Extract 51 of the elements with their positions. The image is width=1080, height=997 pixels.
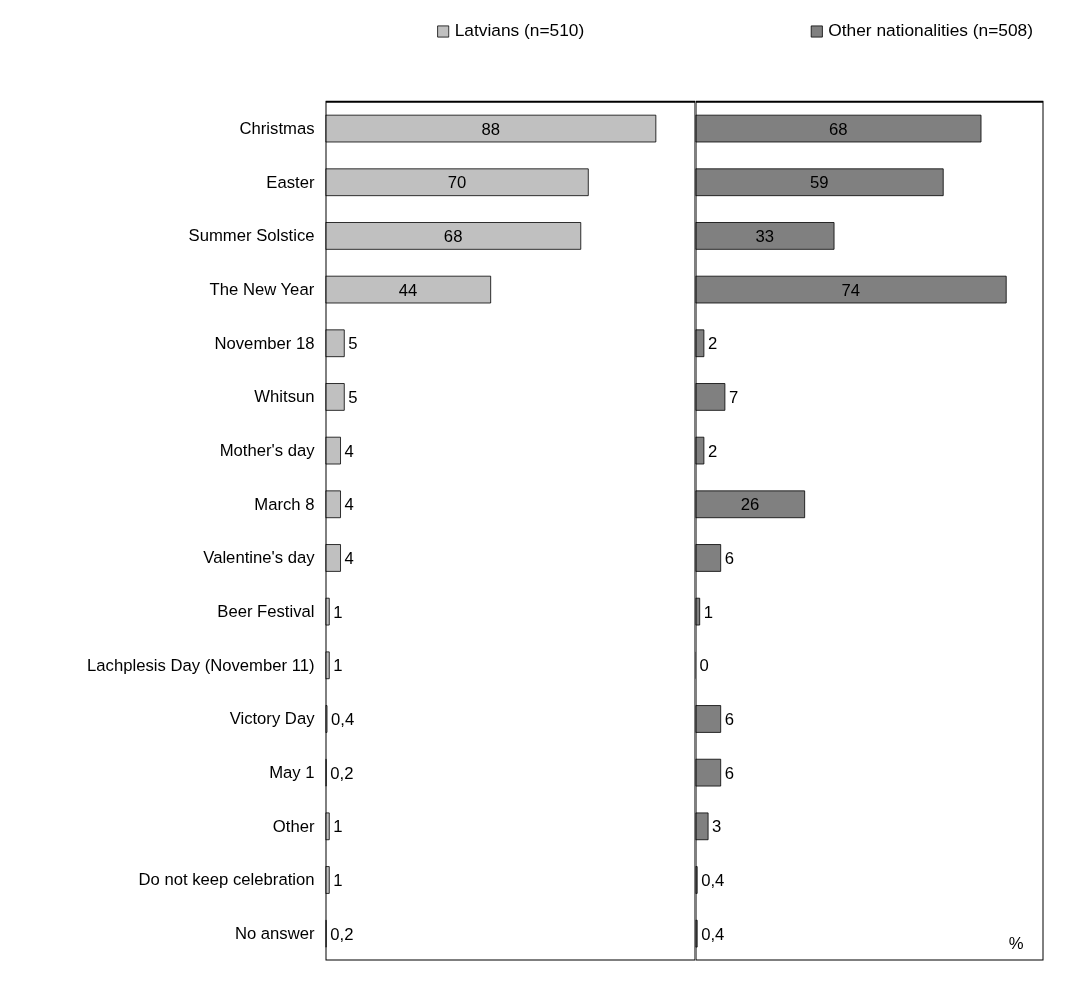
data-label: 4: [344, 495, 354, 515]
data-label: 59: [810, 173, 829, 193]
y-tick-label: March 8: [254, 494, 315, 514]
y-tick-label: Christmas: [239, 119, 315, 139]
y-tick-label: Victory Day: [229, 709, 316, 729]
data-label: 6: [724, 709, 734, 729]
data-label: 1: [703, 602, 713, 622]
y-tick-label: Beer Festival: [217, 602, 315, 622]
data-label: 0,4: [701, 924, 725, 944]
y-tick-label: Valentine's day: [203, 548, 316, 568]
data-label: 1: [333, 870, 343, 890]
data-label: 0,4: [331, 709, 355, 729]
data-label: 44: [398, 280, 418, 300]
y-tick-label: Summer Solstice: [188, 226, 315, 246]
y-tick-label: No answer: [234, 924, 315, 944]
data-label: 88: [481, 119, 500, 139]
legend-label: Other nationalities (n=508): [828, 20, 1033, 41]
data-label: 0,2: [330, 763, 354, 783]
data-label: 1: [333, 656, 343, 676]
y-tick-label: The New Year: [209, 280, 315, 300]
y-tick-label: Mother's day: [219, 441, 316, 461]
data-label: 0,2: [330, 924, 354, 944]
data-label: 5: [348, 387, 358, 407]
data-label: 1: [333, 817, 343, 837]
y-tick-label: Other: [272, 816, 315, 836]
y-tick-label: Lachplesis Day (November 11): [87, 655, 315, 675]
data-label: 33: [755, 226, 775, 246]
data-label: 3: [712, 817, 722, 837]
y-tick-label: Do not keep celebration: [138, 870, 315, 890]
y-tick-label: November 18: [214, 333, 315, 353]
data-label: 26: [740, 495, 760, 515]
data-label: 6: [724, 548, 734, 568]
data-label: 70: [447, 173, 467, 193]
data-label: 1: [333, 602, 343, 622]
legend-label: Latvians (n=510): [454, 20, 585, 41]
y-tick-label: Easter: [266, 172, 315, 192]
data-label: 6: [724, 763, 734, 783]
data-label: 7: [728, 387, 739, 407]
data-label: 2: [707, 334, 718, 354]
data-label: 0: [699, 656, 709, 676]
data-label: 4: [344, 548, 354, 568]
y-tick-label: Whitsun: [254, 387, 315, 407]
y-tick-label: May 1: [269, 763, 315, 783]
text: %: [1008, 933, 1024, 953]
data-label: 4: [344, 441, 354, 461]
data-label: 2: [707, 441, 718, 461]
data-label: 5: [348, 334, 358, 354]
data-label: 68: [443, 226, 463, 246]
data-label: 0,4: [701, 870, 725, 890]
data-label: 68: [829, 119, 848, 139]
data-label: 74: [841, 280, 861, 300]
